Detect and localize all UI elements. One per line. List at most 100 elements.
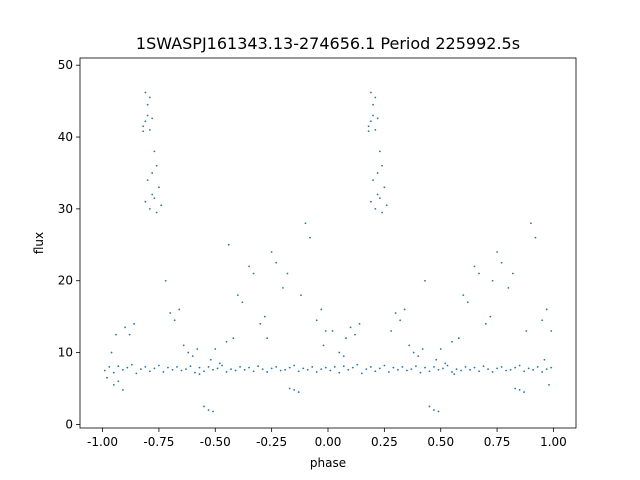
data-point (541, 319, 544, 322)
data-point (374, 207, 377, 210)
data-point (369, 91, 372, 94)
data-point (144, 120, 147, 123)
data-point (410, 368, 413, 370)
data-point (369, 366, 372, 368)
data-point (439, 348, 442, 350)
data-point (133, 322, 136, 325)
data-point (158, 186, 160, 189)
data-point (496, 367, 498, 370)
data-point (342, 355, 345, 358)
data-point (376, 117, 379, 120)
data-point (433, 409, 435, 411)
data-point (496, 251, 498, 253)
data-point (151, 117, 154, 120)
data-point (390, 330, 393, 332)
data-point (169, 312, 172, 314)
data-point (511, 272, 514, 275)
data-point (487, 368, 489, 370)
data-point (135, 372, 138, 375)
data-point (349, 326, 352, 329)
data-point (275, 261, 278, 264)
data-point (270, 367, 273, 370)
data-point (194, 371, 196, 374)
data-point (241, 301, 244, 304)
data-point (112, 383, 115, 386)
data-point (500, 366, 503, 368)
data-point (333, 366, 336, 368)
x-tick-label: 0.25 (371, 435, 398, 449)
data-point (209, 358, 212, 361)
data-point (518, 389, 521, 391)
plot-frame (79, 57, 577, 429)
data-point (514, 366, 517, 369)
data-point (360, 372, 363, 375)
data-point (270, 251, 273, 253)
data-point (257, 365, 260, 368)
data-point (358, 322, 361, 325)
data-point (338, 371, 341, 374)
data-point (178, 308, 181, 311)
data-point (146, 179, 149, 182)
data-point (144, 366, 147, 368)
data-point (300, 294, 302, 296)
data-point (221, 364, 223, 367)
data-point (509, 368, 512, 371)
data-point (466, 301, 469, 304)
y-tick-label: 0 (65, 417, 73, 431)
data-point (155, 211, 158, 214)
data-point (428, 405, 431, 408)
y-tick-label: 20 (58, 274, 73, 288)
data-point (324, 366, 327, 369)
data-point (374, 96, 377, 99)
data-point (148, 207, 151, 210)
data-point (369, 200, 372, 203)
data-point (523, 391, 526, 393)
data-point (385, 204, 388, 207)
data-point (331, 330, 334, 332)
y-tick-label: 30 (58, 202, 73, 216)
data-point (207, 409, 210, 411)
data-point (374, 128, 377, 131)
x-tick-label: 1.00 (540, 435, 567, 449)
data-point (171, 368, 174, 371)
data-point (473, 366, 476, 369)
data-point (198, 366, 201, 369)
data-point (545, 308, 548, 311)
data-point (293, 389, 296, 391)
data-point (248, 265, 250, 268)
data-point (297, 391, 300, 393)
data-point (148, 370, 151, 373)
data-point (550, 366, 553, 369)
data-point (212, 368, 214, 371)
x-tick-label: 0.00 (315, 435, 342, 449)
data-point (117, 365, 120, 368)
data-point (367, 130, 370, 133)
data-point (284, 368, 287, 371)
data-point (187, 351, 190, 354)
data-point (435, 358, 438, 361)
data-point (399, 319, 402, 322)
data-point (162, 371, 165, 373)
data-point (527, 367, 530, 370)
data-point (469, 368, 471, 371)
data-point (126, 366, 129, 369)
data-point (106, 376, 108, 379)
x-tick-label: -1.00 (87, 435, 118, 449)
data-point (239, 366, 241, 368)
data-point (369, 120, 372, 123)
data-point (148, 96, 151, 99)
data-point (288, 366, 291, 369)
data-point (437, 410, 440, 413)
data-point (320, 308, 323, 311)
data-point (342, 365, 345, 368)
data-point (484, 322, 487, 325)
data-point (491, 279, 494, 282)
data-point (545, 368, 548, 370)
data-point (212, 410, 214, 413)
data-point (266, 337, 269, 340)
data-point (144, 91, 147, 94)
data-point (306, 368, 309, 371)
data-point (164, 279, 167, 282)
data-point (121, 368, 124, 371)
